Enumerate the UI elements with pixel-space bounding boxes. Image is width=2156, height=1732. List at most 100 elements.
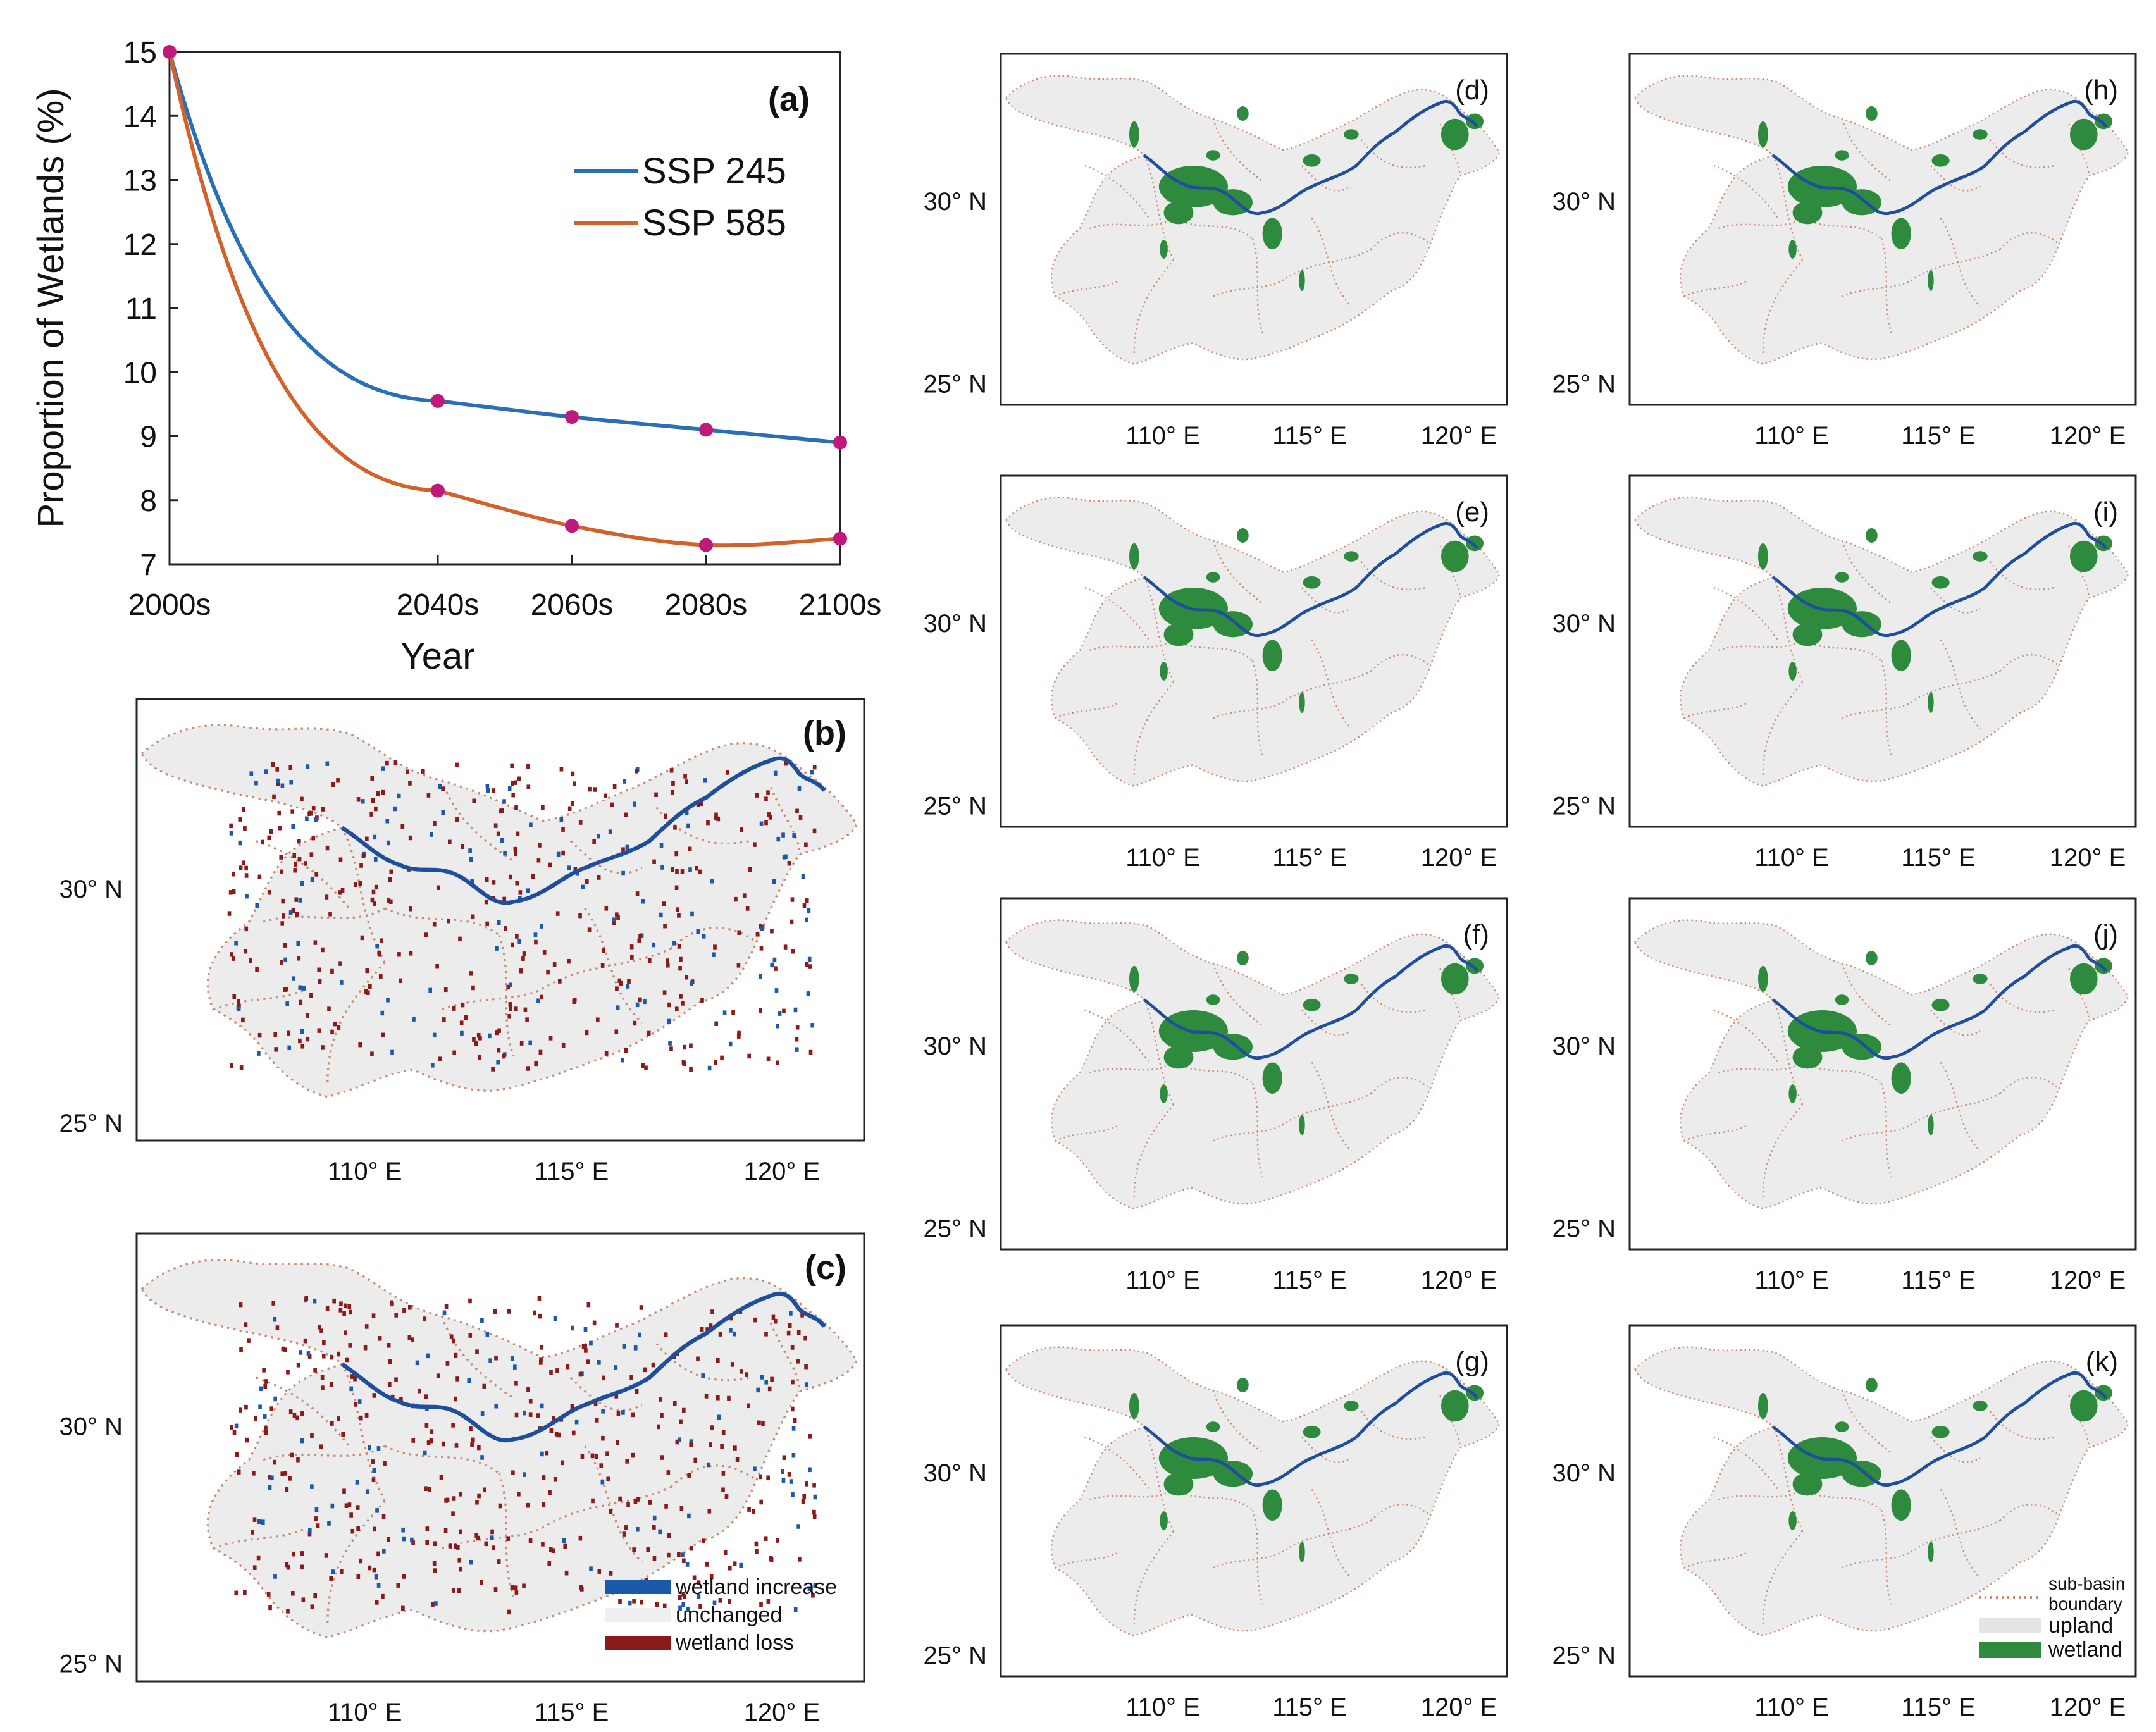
wetland-loss-pixel xyxy=(706,820,710,826)
wetland-loss-pixel xyxy=(423,1316,427,1321)
wetland-loss-pixel xyxy=(447,839,452,844)
map-panel-c: (c) 110° E 115° E 120° E 30° N 25° N wetland i… xyxy=(59,1232,865,1726)
wetland-loss-pixel xyxy=(521,956,525,961)
wetland-loss-pixel xyxy=(297,956,301,961)
basin-outline xyxy=(1005,919,1501,1209)
wetland-increase-pixel xyxy=(759,821,764,826)
wetland-loss-pixel xyxy=(286,1370,290,1375)
wetland-loss-pixel xyxy=(718,1598,722,1603)
wetland-loss-pixel xyxy=(635,769,639,774)
lon-tick-label: 120° E xyxy=(2050,1693,2126,1721)
map-panel-i: (i) 110° E 115° E 120° E 30° N 25° N xyxy=(1552,474,2137,872)
wetland-loss-pixel xyxy=(812,1514,817,1519)
change-legend: wetland increase unchanged wetland loss xyxy=(605,1575,837,1655)
legend-swatch-wetland xyxy=(1979,1642,2041,1658)
wetland-loss-pixel xyxy=(290,809,295,814)
wetland-increase-pixel xyxy=(313,1298,317,1304)
wetland-loss-pixel xyxy=(280,1471,285,1476)
wetland-loss-pixel xyxy=(633,1020,637,1026)
wetland-loss-pixel xyxy=(716,1395,720,1401)
wetland-loss-pixel xyxy=(748,867,752,872)
wetland-increase-pixel xyxy=(685,810,689,815)
wetland-loss-pixel xyxy=(330,968,334,974)
wetland-loss-pixel xyxy=(321,1385,325,1390)
lon-tick-label: 110° E xyxy=(1125,1693,1200,1721)
wetland-loss-pixel xyxy=(267,835,271,841)
wetland-loss-pixel xyxy=(321,807,325,812)
wetland-increase-pixel xyxy=(559,817,564,822)
wetland-increase-pixel xyxy=(813,1494,817,1500)
wetland-loss-pixel xyxy=(662,990,667,995)
wetland-loss-pixel xyxy=(433,820,437,826)
wetland-loss-pixel xyxy=(358,881,362,886)
wetland-increase-pixel xyxy=(536,998,540,1003)
wetland-increase-pixel xyxy=(807,956,812,962)
wetland-increase-pixel xyxy=(273,1316,277,1322)
wetland-increase-pixel xyxy=(581,884,585,890)
wetland-loss-pixel xyxy=(555,911,560,916)
wetland-loss-pixel xyxy=(795,1037,799,1042)
wetland-increase-pixel xyxy=(263,1414,267,1419)
wetland-loss-pixel xyxy=(374,884,378,890)
wetland-increase-pixel xyxy=(512,1364,517,1370)
wetland-increase-pixel xyxy=(325,761,330,766)
wetland-loss-pixel xyxy=(534,939,538,945)
wetland-loss-pixel xyxy=(511,792,516,798)
wetland-increase-pixel xyxy=(434,1601,438,1606)
data-point xyxy=(833,435,847,450)
lon-tick-label: 120° E xyxy=(1421,844,1497,872)
legend-label-ssp585: SSP 585 xyxy=(642,202,786,244)
wetland-loss-pixel xyxy=(754,1541,759,1547)
wetland-loss-pixel xyxy=(522,1583,526,1589)
wetland-loss-pixel xyxy=(644,1065,648,1070)
wetland-loss-pixel xyxy=(506,1536,511,1541)
map-frame xyxy=(135,698,865,1142)
wetland-increase-pixel xyxy=(503,850,507,856)
wetland-loss-pixel xyxy=(766,1475,770,1481)
wetland-increase-pixel xyxy=(296,941,300,946)
map-frame xyxy=(1000,474,1508,828)
wetland-loss-pixel xyxy=(514,1412,519,1418)
wetland-loss-pixel xyxy=(458,1566,462,1572)
wetland-loss-pixel xyxy=(769,1556,773,1561)
wetland-loss-pixel xyxy=(737,930,741,935)
wetland-loss-pixel xyxy=(455,1545,460,1550)
wetland-loss-pixel xyxy=(309,993,313,998)
wetland-loss-pixel xyxy=(464,1015,468,1020)
wetland-loss-pixel xyxy=(475,1499,479,1505)
wetland-loss-pixel xyxy=(677,1552,681,1557)
wetland-loss-pixel xyxy=(291,908,295,913)
wetland-increase-pixel xyxy=(690,980,694,986)
wetland-increase-pixel xyxy=(697,1593,701,1599)
wetland-loss-pixel xyxy=(370,1051,374,1056)
wetland-loss-pixel xyxy=(313,1368,317,1373)
wetland-loss-pixel xyxy=(540,994,544,1000)
wetland-loss-pixel xyxy=(309,852,314,857)
wetland-loss-pixel xyxy=(519,968,523,974)
wetland-increase-pixel xyxy=(807,1586,812,1591)
wetland-loss-pixel xyxy=(502,896,507,902)
wetland-increase-pixel xyxy=(622,1344,626,1349)
wetland-loss-pixel xyxy=(232,1430,237,1435)
wetland-loss-pixel xyxy=(474,1533,479,1538)
wetland-loss-pixel xyxy=(728,1599,731,1604)
wetland-loss-pixel xyxy=(429,1438,433,1444)
wetland-loss-pixel xyxy=(376,1551,380,1557)
lat-tick-label: 25° N xyxy=(1552,371,1616,399)
wetland-loss-pixel xyxy=(298,1038,302,1044)
wetland-loss-pixel xyxy=(548,862,552,868)
wetland-loss-pixel xyxy=(753,1317,757,1323)
wetland-loss-pixel xyxy=(693,1457,698,1463)
wetland-loss-pixel xyxy=(588,786,592,792)
wetland-loss-pixel xyxy=(245,1437,249,1443)
wetland-loss-pixel xyxy=(449,1334,454,1339)
lat-tick-label: 30° N xyxy=(924,188,988,216)
wetland-loss-pixel xyxy=(378,974,383,979)
wetland-loss-pixel xyxy=(679,994,683,999)
wetland-increase-pixel xyxy=(375,943,380,949)
wetland-loss-pixel xyxy=(477,1445,481,1451)
wetland-increase-pixel xyxy=(793,1007,798,1013)
wetland-increase-pixel xyxy=(620,1058,624,1063)
wetland-loss-pixel xyxy=(339,1569,344,1574)
panel-label: (f) xyxy=(1463,919,1489,950)
